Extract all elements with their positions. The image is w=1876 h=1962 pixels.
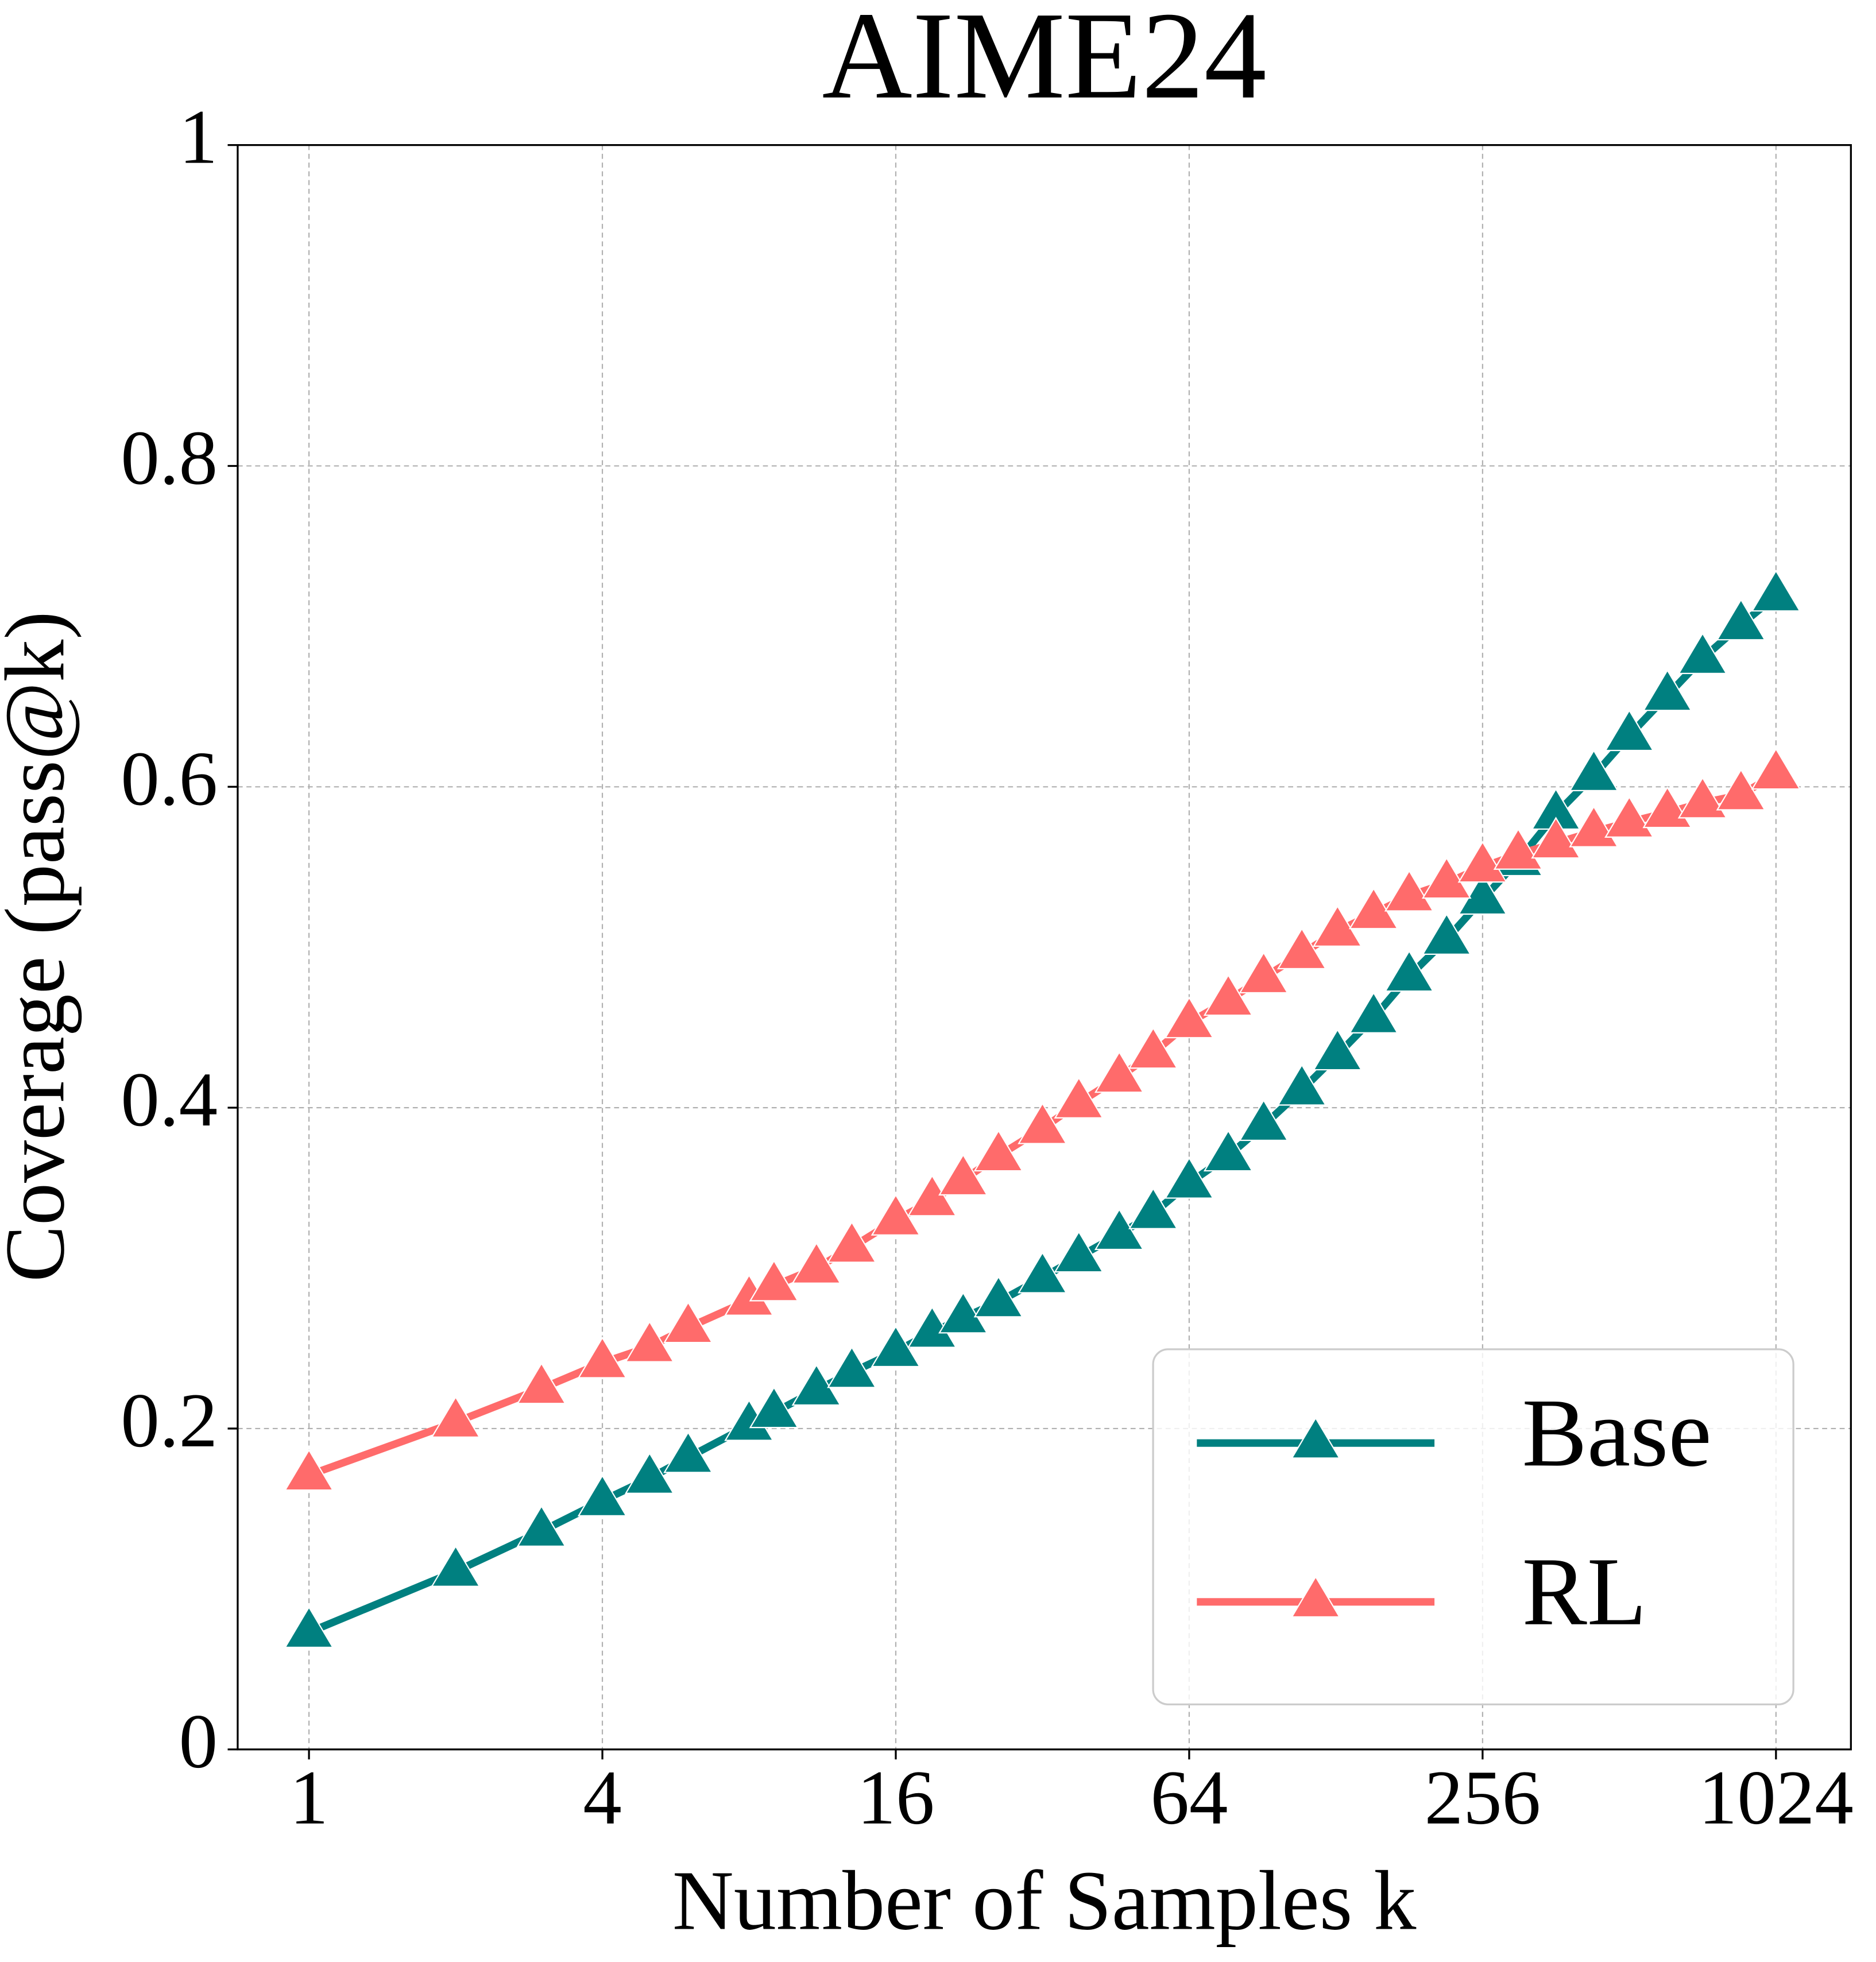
marker (284, 1449, 334, 1491)
marker (791, 1364, 842, 1406)
marker (1018, 1102, 1067, 1144)
marker (1642, 669, 1693, 711)
marker (431, 1545, 481, 1587)
marker (1203, 1129, 1254, 1172)
marker (1716, 598, 1766, 641)
marker (907, 1174, 957, 1217)
marker (1128, 1027, 1178, 1069)
marker (1128, 1187, 1178, 1229)
marker (1751, 570, 1801, 612)
marker (1421, 857, 1472, 899)
x-tick-label: 1024 (1699, 1755, 1854, 1841)
marker (577, 1336, 628, 1379)
marker (938, 1154, 988, 1196)
y-tick-label: 0.8 (121, 415, 218, 501)
marker (1277, 927, 1327, 970)
plot-frame (237, 144, 1852, 1751)
marker (1716, 768, 1766, 811)
marker (1054, 1230, 1104, 1273)
marker (431, 1396, 481, 1438)
marker (938, 1291, 988, 1334)
y-tick-label: 0.4 (121, 1057, 218, 1143)
marker (1018, 1251, 1067, 1294)
marker (1348, 887, 1399, 930)
marker (1457, 873, 1508, 915)
x-tick-label: 4 (583, 1755, 622, 1841)
marker (1384, 950, 1434, 992)
marker (1604, 796, 1654, 838)
x-tick-label: 1 (289, 1755, 328, 1841)
marker (1094, 1051, 1144, 1093)
marker (1751, 748, 1801, 790)
marker (1421, 913, 1472, 955)
y-tick-label: 0.2 (121, 1378, 218, 1464)
marker (1239, 1099, 1289, 1141)
marker (1203, 974, 1254, 1016)
legend-marker (1290, 1417, 1341, 1459)
marker (791, 1241, 842, 1284)
marker (1604, 709, 1654, 752)
chart-title: AIME24 (822, 0, 1267, 125)
marker (749, 1386, 799, 1429)
marker (1164, 1156, 1214, 1199)
legend-marker (1290, 1576, 1341, 1618)
marker (663, 1431, 713, 1473)
x-tick-label: 16 (857, 1755, 934, 1841)
marker (973, 1129, 1024, 1172)
marker (663, 1301, 713, 1344)
marker (827, 1346, 877, 1388)
legend: Base RL (1152, 1348, 1794, 1706)
y-axis-label: Coverage (pass@k) (0, 611, 82, 1282)
marker (871, 1325, 921, 1368)
marker (1531, 816, 1581, 859)
marker (1569, 749, 1619, 791)
x-tick-label: 64 (1150, 1755, 1228, 1841)
marker (1677, 776, 1728, 819)
marker (1239, 951, 1289, 994)
x-tick-label: 256 (1425, 1755, 1541, 1841)
legend-label: RL (1522, 1538, 1647, 1646)
marker (1094, 1208, 1144, 1251)
marker (871, 1194, 921, 1236)
marker (516, 1505, 567, 1547)
marker (827, 1221, 877, 1263)
marker (749, 1259, 799, 1302)
marker (1493, 827, 1544, 870)
marker (1054, 1077, 1104, 1119)
marker (973, 1275, 1024, 1318)
marker (284, 1606, 334, 1648)
y-tick-label: 0 (179, 1699, 218, 1785)
marker (1677, 632, 1728, 674)
marker (624, 1452, 675, 1494)
marker (624, 1320, 675, 1363)
legend-label: Base (1522, 1379, 1712, 1487)
marker (1384, 869, 1434, 912)
y-tick-label: 0.6 (121, 736, 218, 822)
marker (1277, 1063, 1327, 1106)
marker (577, 1474, 628, 1516)
marker (1164, 996, 1214, 1039)
marker (516, 1362, 567, 1404)
marker (1457, 841, 1508, 883)
marker (1312, 1028, 1363, 1071)
marker (1348, 991, 1399, 1034)
x-axis-label: Number of Samples k (672, 1854, 1417, 1948)
marker (1312, 905, 1363, 947)
y-tick-label: 1 (179, 95, 218, 180)
